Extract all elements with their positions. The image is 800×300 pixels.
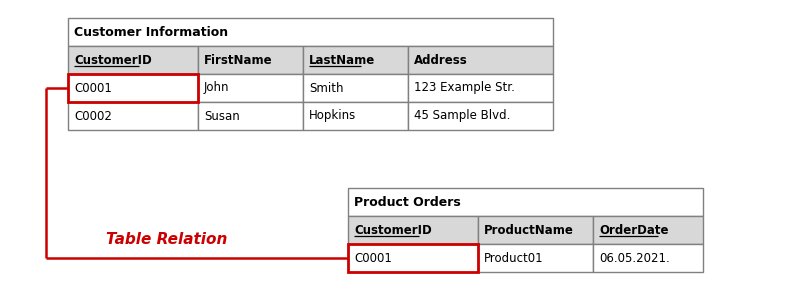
Text: John: John (204, 82, 230, 94)
Text: LastName: LastName (309, 53, 375, 67)
Text: Customer Information: Customer Information (74, 26, 228, 38)
Bar (68, 74, 198, 102)
Text: C0002: C0002 (74, 110, 112, 122)
Bar (348, 244, 478, 272)
Bar (593, 216, 703, 244)
Text: OrderDate: OrderDate (599, 224, 669, 236)
Bar (303, 74, 408, 102)
Text: 123 Example Str.: 123 Example Str. (414, 82, 515, 94)
Text: Product01: Product01 (484, 251, 544, 265)
Text: Address: Address (414, 53, 468, 67)
Text: FirstName: FirstName (204, 53, 273, 67)
Text: CustomerID: CustomerID (354, 224, 432, 236)
Bar (68, 46, 198, 74)
Bar (68, 18, 553, 46)
Text: 45 Sample Blvd.: 45 Sample Blvd. (414, 110, 510, 122)
Bar (478, 216, 593, 244)
Bar (198, 74, 303, 102)
Text: ProductName: ProductName (484, 224, 574, 236)
Text: Table Relation: Table Relation (106, 232, 228, 247)
Text: CustomerID: CustomerID (74, 53, 152, 67)
Bar (303, 102, 408, 130)
Bar (198, 102, 303, 130)
Bar (478, 244, 593, 272)
Bar (408, 102, 553, 130)
Bar (348, 188, 703, 216)
Text: Hopkins: Hopkins (309, 110, 356, 122)
Bar (303, 46, 408, 74)
Bar (348, 216, 478, 244)
Text: 06.05.2021.: 06.05.2021. (599, 251, 670, 265)
Bar (408, 74, 553, 102)
Text: Product Orders: Product Orders (354, 196, 461, 208)
Text: Susan: Susan (204, 110, 240, 122)
Text: Smith: Smith (309, 82, 343, 94)
Bar (408, 46, 553, 74)
Text: C0001: C0001 (74, 82, 112, 94)
Bar (68, 102, 198, 130)
Bar (593, 244, 703, 272)
Bar (198, 46, 303, 74)
Text: C0001: C0001 (354, 251, 392, 265)
